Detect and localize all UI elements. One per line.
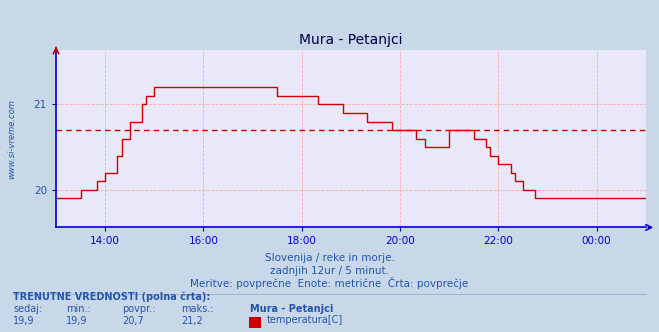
- Text: TRENUTNE VREDNOSTI (polna črta):: TRENUTNE VREDNOSTI (polna črta):: [13, 292, 211, 302]
- Text: zadnjih 12ur / 5 minut.: zadnjih 12ur / 5 minut.: [270, 266, 389, 276]
- Text: www.si-vreme.com: www.si-vreme.com: [7, 99, 16, 179]
- Title: Mura - Petanjci: Mura - Petanjci: [299, 33, 403, 47]
- Text: sedaj:: sedaj:: [13, 304, 42, 314]
- Text: 19,9: 19,9: [66, 316, 88, 326]
- Text: temperatura[C]: temperatura[C]: [267, 315, 343, 325]
- Text: Meritve: povprečne  Enote: metrične  Črta: povprečje: Meritve: povprečne Enote: metrične Črta:…: [190, 277, 469, 289]
- Text: povpr.:: povpr.:: [122, 304, 156, 314]
- Text: Mura - Petanjci: Mura - Petanjci: [250, 304, 334, 314]
- Text: maks.:: maks.:: [181, 304, 214, 314]
- Text: 21,2: 21,2: [181, 316, 203, 326]
- Text: min.:: min.:: [66, 304, 91, 314]
- Text: Slovenija / reke in morje.: Slovenija / reke in morje.: [264, 253, 395, 263]
- Text: 20,7: 20,7: [122, 316, 144, 326]
- Text: 19,9: 19,9: [13, 316, 35, 326]
